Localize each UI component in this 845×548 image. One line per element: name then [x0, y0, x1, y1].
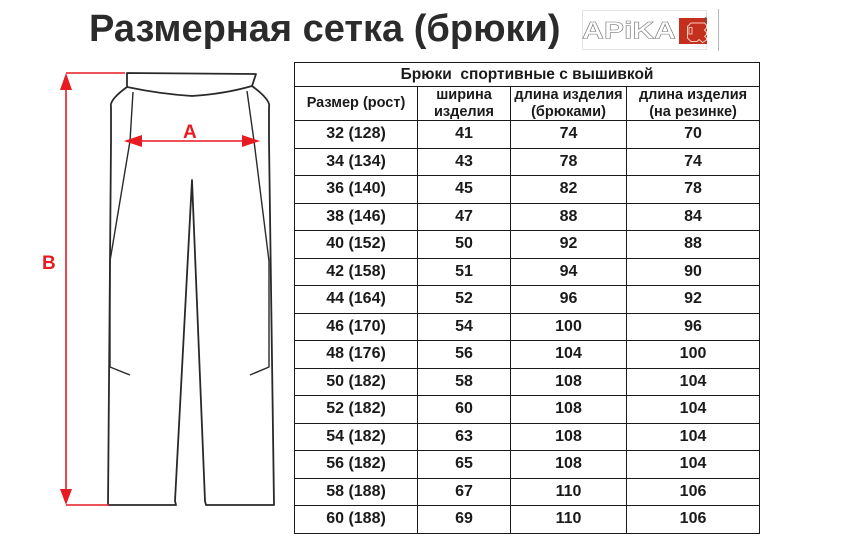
svg-text:B: B — [42, 253, 56, 274]
svg-text:A: A — [183, 122, 197, 143]
svg-text:R: R — [706, 19, 708, 23]
svg-text:APiKA: APiKA — [582, 18, 676, 45]
